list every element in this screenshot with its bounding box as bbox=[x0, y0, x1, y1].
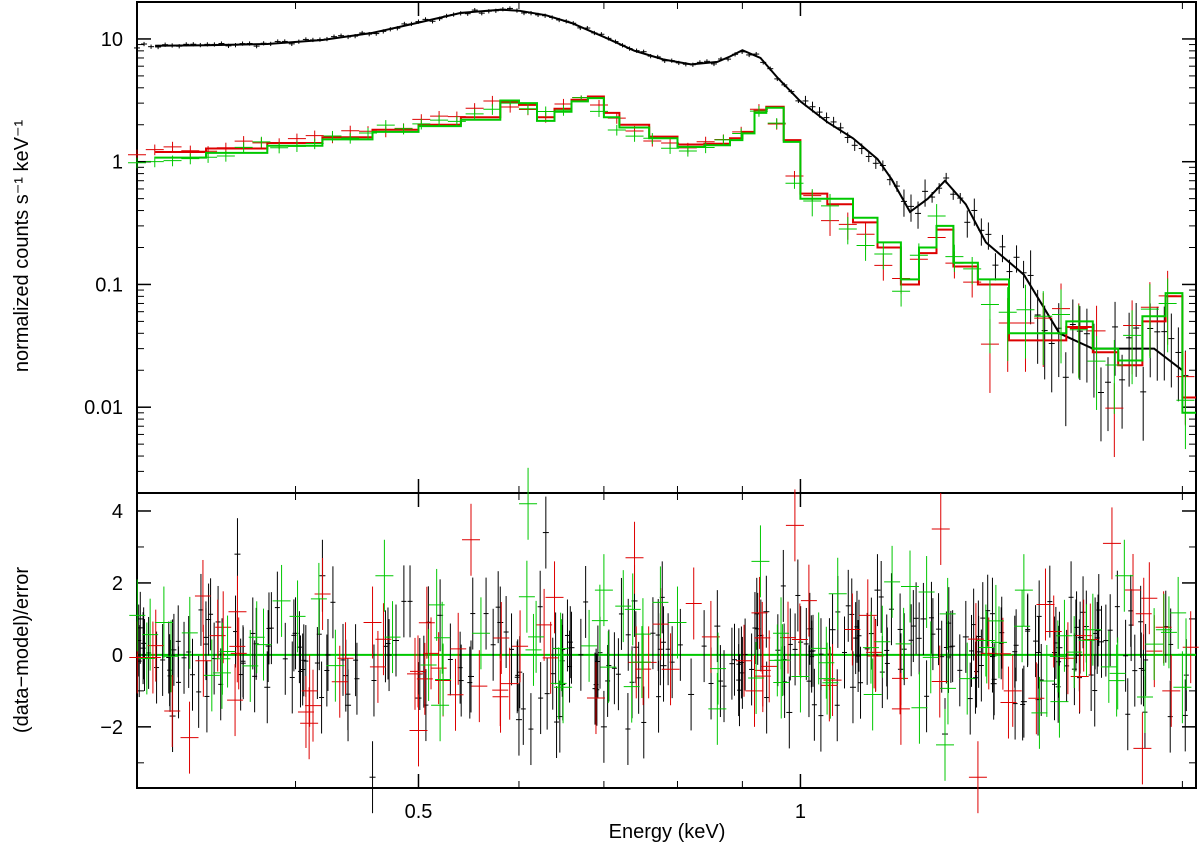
model-curve bbox=[155, 95, 1196, 399]
x-axis-title: Energy (keV) bbox=[609, 821, 726, 843]
residual-series-2 bbox=[129, 467, 1194, 781]
spectrum-panel: 10 1 0.1 0.01 bbox=[84, 1, 1197, 494]
x-tick-label: 1 bbox=[795, 801, 806, 823]
model-curve bbox=[155, 97, 1196, 414]
series-1 bbox=[128, 95, 1196, 458]
y-tick-label: 1 bbox=[112, 152, 123, 174]
y-tick-label: 0.01 bbox=[84, 397, 123, 419]
residual-series-1 bbox=[129, 489, 1199, 814]
bottom-y-axis-title: (data−model)/error bbox=[11, 567, 33, 734]
y-tick-label: 0 bbox=[112, 645, 123, 667]
y-tick-label: 10 bbox=[101, 29, 123, 51]
top-y-axis-title: normalized counts s⁻¹ keV⁻¹ bbox=[11, 120, 33, 373]
series-0 bbox=[134, 6, 1189, 442]
plot-frame bbox=[136, 1, 1197, 494]
series-2 bbox=[128, 95, 1196, 450]
y-tick-label: 2 bbox=[112, 573, 123, 595]
y-tick-label: −2 bbox=[100, 717, 123, 739]
y-tick-label: 4 bbox=[112, 501, 123, 523]
residuals-panel: 4 2 0 −2 0.5 1 bbox=[100, 467, 1199, 823]
model-curve bbox=[155, 8, 1184, 372]
x-tick-label: 0.5 bbox=[405, 801, 433, 823]
y-tick-label: 0.1 bbox=[95, 274, 123, 296]
